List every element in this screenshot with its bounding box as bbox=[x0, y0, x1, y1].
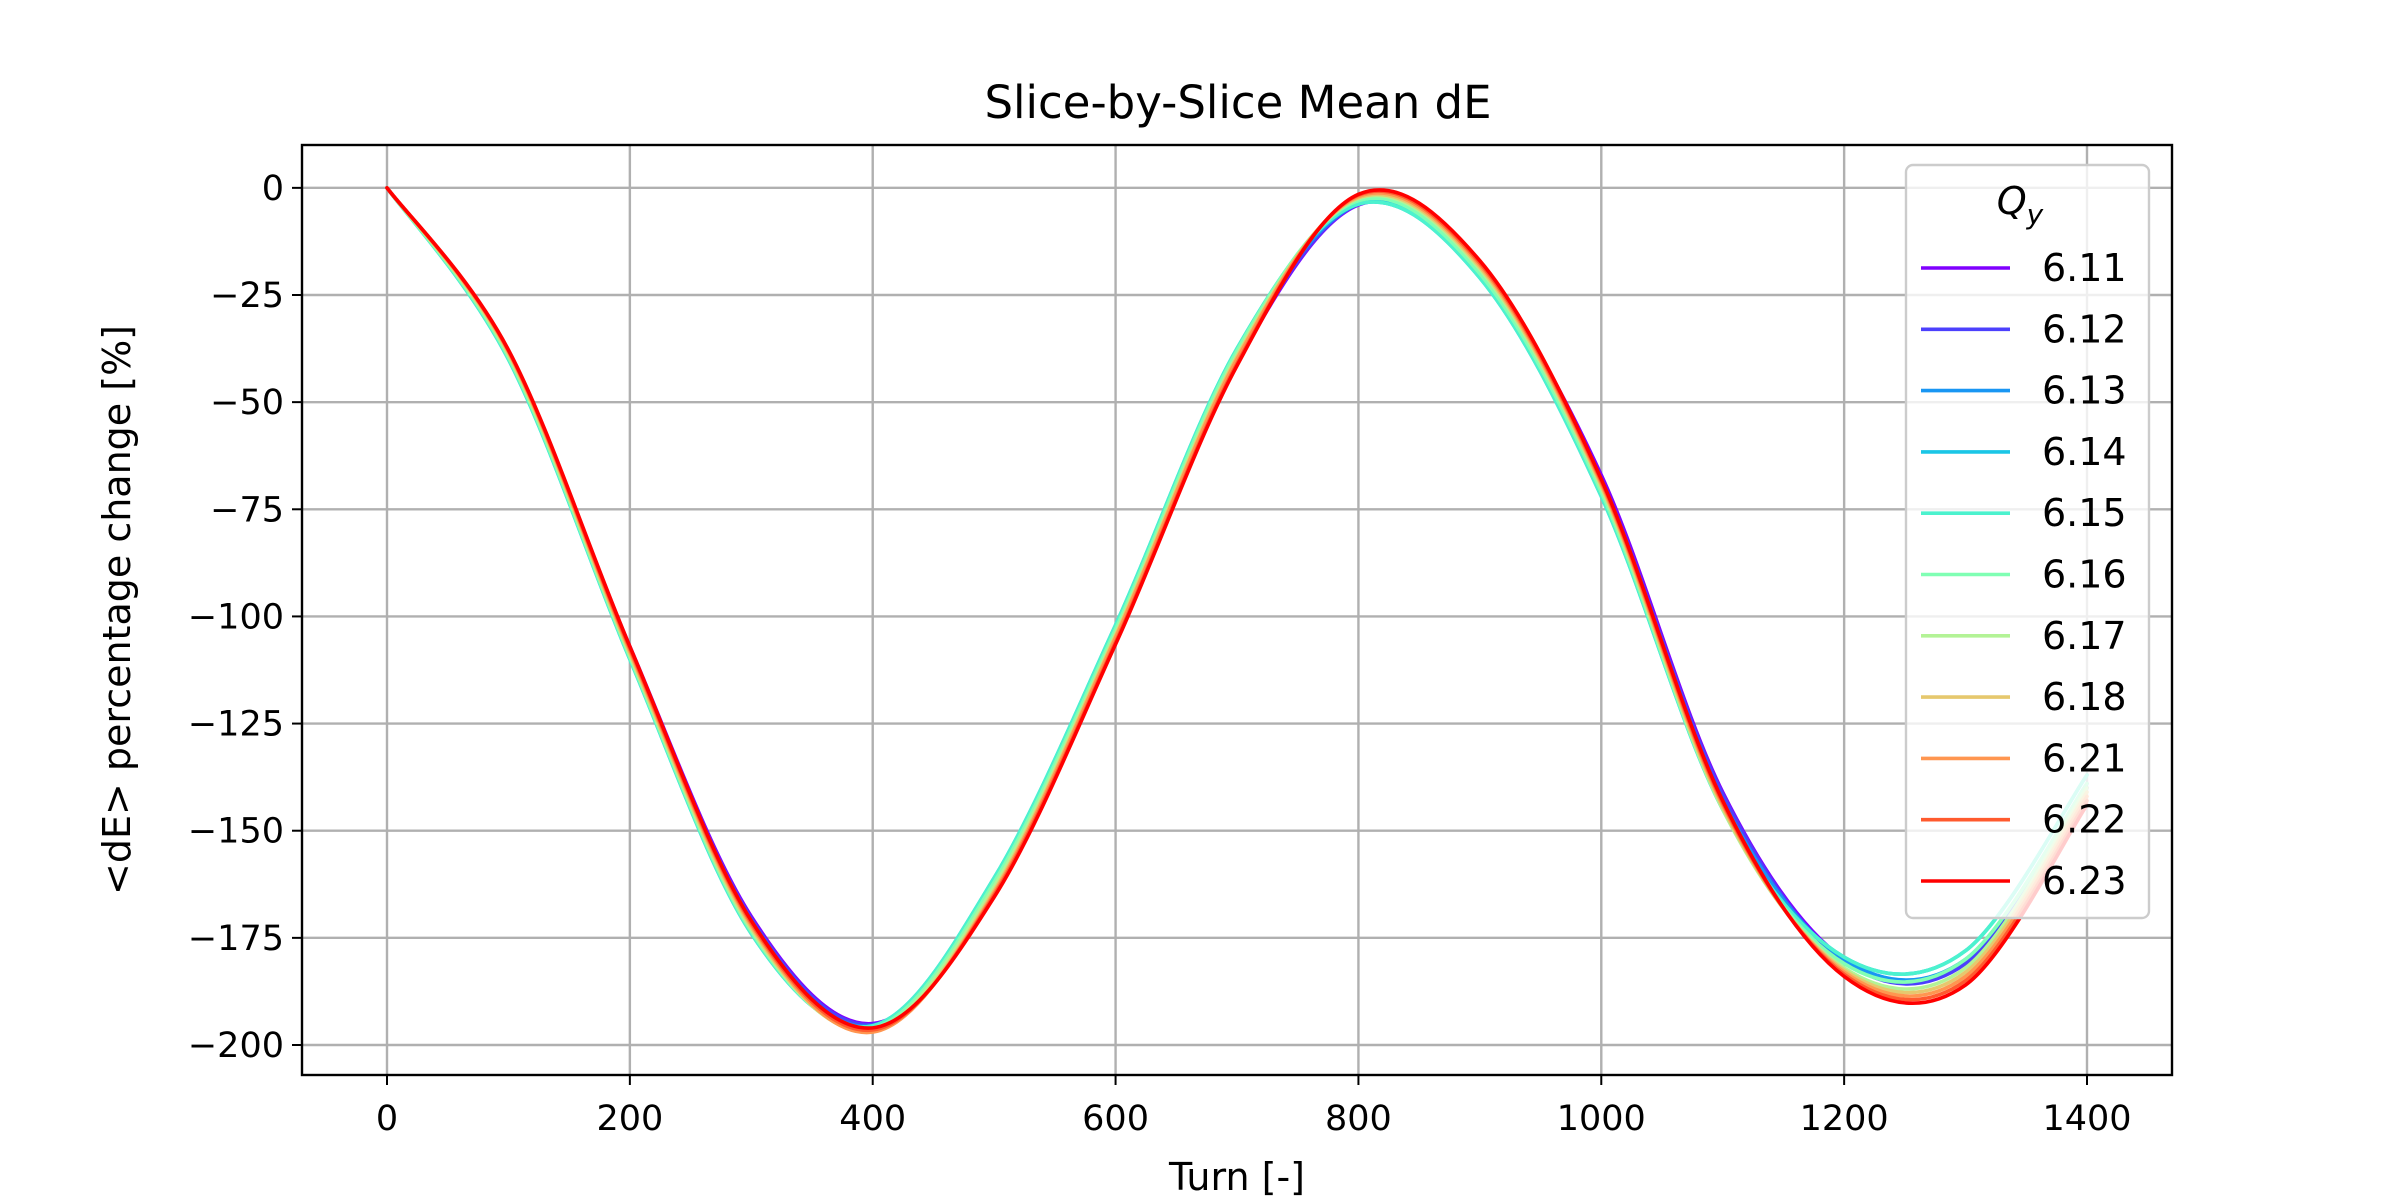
y-tick-label: −75 bbox=[210, 490, 284, 530]
y-tick-label: −25 bbox=[210, 276, 284, 316]
y-tick-label: −150 bbox=[188, 812, 284, 852]
x-tick-label: 1200 bbox=[1800, 1099, 1889, 1139]
legend-title: Qy bbox=[1997, 179, 2044, 231]
legend-label-6.13: 6.13 bbox=[2042, 369, 2127, 413]
legend-label-6.17: 6.17 bbox=[2042, 614, 2127, 658]
plot-frame bbox=[300, 143, 2174, 1077]
y-tick-label: −125 bbox=[188, 705, 284, 745]
legend-label-6.15: 6.15 bbox=[2042, 491, 2127, 535]
legend: Qy 6.116.126.136.146.156.166.176.186.216… bbox=[1904, 163, 2151, 920]
series-line-6.23 bbox=[385, 186, 2089, 1030]
legend-label-6.18: 6.18 bbox=[2042, 675, 2127, 719]
y-tick-label: 0 bbox=[262, 169, 284, 209]
x-tick-label: 600 bbox=[1082, 1099, 1149, 1139]
legend-box bbox=[1904, 163, 2151, 920]
legend-label-6.16: 6.16 bbox=[2042, 553, 2127, 597]
series-layer bbox=[385, 186, 2089, 1035]
legend-items: 6.11 6.12 6.13 6.14 6.15 6.16 6.17 6.18 6.21 6.22… bbox=[1921, 246, 2127, 903]
chart-title: Slice-by-Slice Mean dE bbox=[984, 76, 1491, 129]
y-tick-label: −175 bbox=[188, 919, 284, 959]
legend-label-6.14: 6.14 bbox=[2042, 430, 2127, 474]
legend-label-6.11: 6.11 bbox=[2042, 246, 2127, 290]
y-tick-label: −50 bbox=[210, 383, 284, 423]
legend-title-base: Q bbox=[1997, 179, 2027, 223]
x-tick-label: 0 bbox=[376, 1099, 398, 1139]
y-axis: 0 −25 −50 −75 −100 −125 −150 −175 −200 bbox=[188, 169, 302, 1066]
x-axis-label: Turn [-] bbox=[1168, 1155, 1305, 1199]
x-tick-label: 1000 bbox=[1557, 1099, 1646, 1139]
legend-label-6.21: 6.21 bbox=[2042, 736, 2127, 780]
y-axis-label: <dE> percentage change [%] bbox=[95, 325, 139, 895]
x-axis: 0 200 400 600 800 1000 1200 1400 bbox=[376, 1075, 2132, 1139]
legend-title-subscript: y bbox=[2026, 198, 2044, 231]
y-tick-label: −100 bbox=[188, 597, 284, 637]
x-tick-label: 800 bbox=[1325, 1099, 1392, 1139]
legend-label-6.12: 6.12 bbox=[2042, 307, 2127, 351]
legend-label-6.23: 6.23 bbox=[2042, 859, 2127, 903]
y-tick-label: −200 bbox=[188, 1026, 284, 1066]
x-tick-label: 200 bbox=[596, 1099, 663, 1139]
x-tick-label: 1400 bbox=[2042, 1099, 2131, 1139]
x-tick-label: 400 bbox=[839, 1099, 906, 1139]
legend-label-6.22: 6.22 bbox=[2042, 798, 2127, 842]
